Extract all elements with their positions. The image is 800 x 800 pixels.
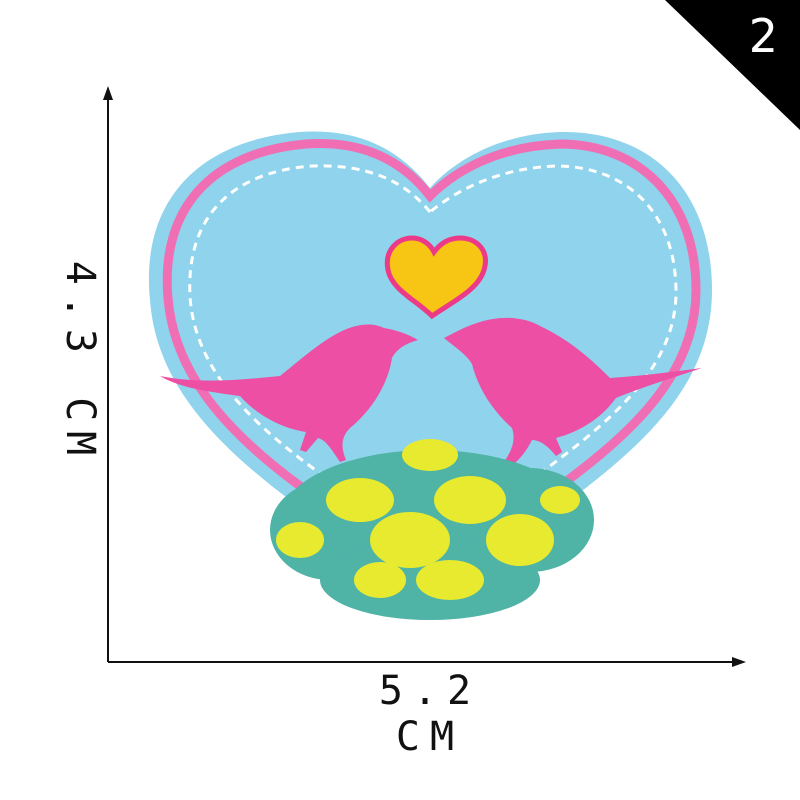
width-axis-arrow-icon [732,657,746,667]
right-bird [444,317,702,468]
height-dimension-label: 4.3 CM [57,260,103,466]
height-axis-arrow-icon [103,86,113,100]
foliage [270,439,594,620]
left-bird [160,324,418,462]
embroidered-patch [148,131,713,620]
corner-badge [665,0,800,130]
stitch-line [188,164,678,550]
small-heart-icon [384,235,488,320]
image-number-label: 2 [748,9,778,63]
width-dimension-label: 5.2 CM [378,668,482,760]
